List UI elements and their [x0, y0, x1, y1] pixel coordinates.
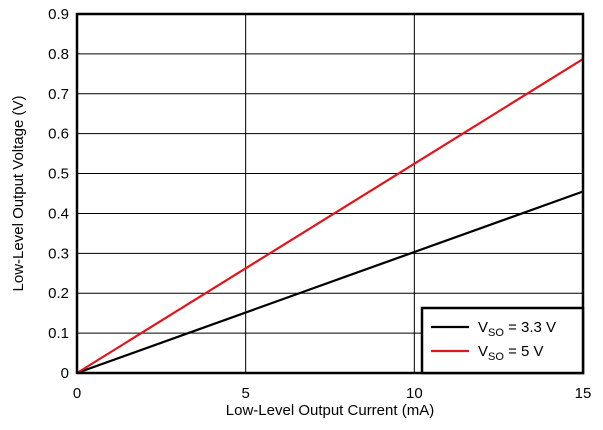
y-tick-label: 0.9 — [48, 6, 69, 23]
legend-label-1: VSO = 3.3 V — [478, 319, 556, 339]
y-tick-label: 0.8 — [48, 46, 69, 63]
series-line-2 — [76, 58, 584, 374]
y-tick-label: 0.7 — [48, 86, 69, 103]
legend-label-2: VSO = 5 V — [478, 343, 544, 363]
plot-area-frame — [75, 12, 585, 375]
y-tick-label: 0 — [61, 365, 69, 382]
y-tick-label: 0.1 — [48, 325, 69, 342]
legend-box — [420, 306, 585, 375]
x-tick-label: 5 — [241, 385, 249, 402]
y-axis-label: Low-Level Output Voltage (V) — [10, 96, 27, 292]
y-tick-label: 0.4 — [48, 205, 69, 222]
tick-labels: 0 0.1 0.2 0.3 0.4 0.5 0.6 0.7 0.8 0.9 0 5 10 15 — [48, 6, 591, 402]
x-tick-label: 10 — [406, 385, 423, 402]
y-tick-label: 0.2 — [48, 285, 69, 302]
series-lines — [76, 58, 584, 375]
x-axis-label: Low-Level Output Current (mA) — [226, 402, 434, 419]
y-tick-label: 0.3 — [48, 245, 69, 262]
series-line-1 — [76, 190, 584, 375]
x-tick-label: 0 — [73, 385, 81, 402]
x-tick-label: 15 — [575, 385, 592, 402]
grid-lines — [77, 14, 583, 373]
legend: VSO = 3.3 V VSO = 5 V — [420, 306, 585, 375]
y-tick-label: 0.6 — [48, 126, 69, 143]
y-tick-label: 0.5 — [48, 166, 69, 183]
